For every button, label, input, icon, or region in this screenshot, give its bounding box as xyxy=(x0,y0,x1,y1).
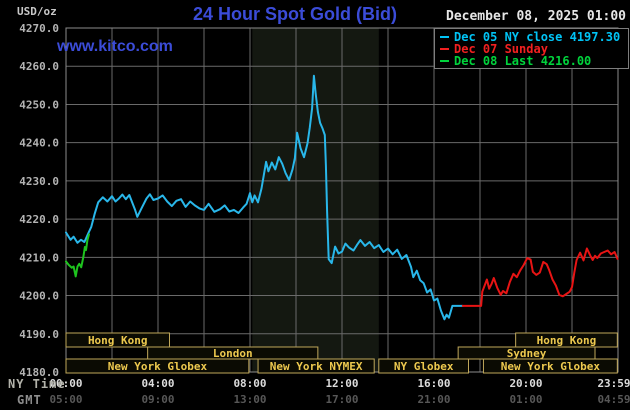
ny-time-tick: 20:00 xyxy=(509,377,542,390)
y-tick-label: 4270.0 xyxy=(19,22,59,35)
gmt-time-tick: 05:00 xyxy=(49,393,82,406)
legend-item-dec07: Dec 07 Sunday xyxy=(435,43,628,55)
nymex-session-band xyxy=(252,28,379,372)
y-tick-label: 4230.0 xyxy=(19,175,59,188)
session-box xyxy=(257,358,375,374)
y-tick-label: 4250.0 xyxy=(19,98,59,111)
legend-dash-icon xyxy=(440,59,449,62)
chart-datetime: December 08, 2025 01:00 xyxy=(446,9,627,24)
price-line-dec07 xyxy=(461,247,619,307)
legend-item-dec08: Dec 08 Last 4216.00 xyxy=(435,55,628,67)
ny-time-tick: 16:00 xyxy=(417,377,450,390)
gmt-time-tick: 01:00 xyxy=(509,393,542,406)
legend-label: Dec 07 Sunday xyxy=(454,42,548,56)
page-title: 24 Hour Spot Gold (Bid) xyxy=(193,4,397,24)
session-label: London xyxy=(213,347,253,360)
session-label: Hong Kong xyxy=(88,334,148,347)
gmt-time-tick: 04:59 xyxy=(597,393,630,406)
legend-label: Dec 05 NY close 4197.30 xyxy=(454,30,621,44)
gmt-time-tick: 21:00 xyxy=(417,393,450,406)
session-label: New York Globex xyxy=(501,360,601,373)
ny-time-axis-label: NY Time xyxy=(8,377,66,391)
y-tick-label: 4260.0 xyxy=(19,60,59,73)
legend-item-dec05: Dec 05 NY close 4197.30 xyxy=(435,31,628,43)
legend-box: Dec 05 NY close 4197.30 Dec 07 Sunday De… xyxy=(434,28,629,69)
session-label: New York NYMEX xyxy=(270,360,363,373)
kitco-watermark-link[interactable]: www.kitco.com xyxy=(57,38,173,55)
y-tick-label: 4180.0 xyxy=(19,366,59,379)
gmt-axis-label: GMT xyxy=(17,393,42,407)
gmt-time-tick: 17:00 xyxy=(325,393,358,406)
y-tick-label: 4220.0 xyxy=(19,213,59,226)
unit-label: USD/oz xyxy=(17,5,57,18)
legend-dash-icon xyxy=(440,35,449,38)
session-label: NY Globex xyxy=(394,360,454,373)
ny-time-tick: 00:00 xyxy=(49,377,82,390)
ny-time-tick: 23:59 xyxy=(597,377,630,390)
legend-dash-icon xyxy=(440,47,449,50)
y-tick-label: 4210.0 xyxy=(19,251,59,264)
session-box xyxy=(65,358,250,374)
ny-time-tick: 12:00 xyxy=(325,377,358,390)
session-label: Sydney xyxy=(507,347,547,360)
price-line-dec08 xyxy=(65,233,90,278)
ny-time-tick: 04:00 xyxy=(141,377,174,390)
session-box xyxy=(65,332,170,348)
session-label: New York Globex xyxy=(108,360,208,373)
gmt-time-tick: 09:00 xyxy=(141,393,174,406)
ny-time-tick: 08:00 xyxy=(233,377,266,390)
session-box xyxy=(378,358,469,374)
legend-label: Dec 08 Last 4216.00 xyxy=(454,54,592,68)
price-line-dec05 xyxy=(65,74,464,321)
session-label: Hong Kong xyxy=(537,334,597,347)
y-tick-label: 4240.0 xyxy=(19,137,59,150)
gmt-time-tick: 13:00 xyxy=(233,393,266,406)
y-tick-label: 4200.0 xyxy=(19,290,59,303)
y-tick-label: 4190.0 xyxy=(19,328,59,341)
session-box xyxy=(482,358,618,374)
